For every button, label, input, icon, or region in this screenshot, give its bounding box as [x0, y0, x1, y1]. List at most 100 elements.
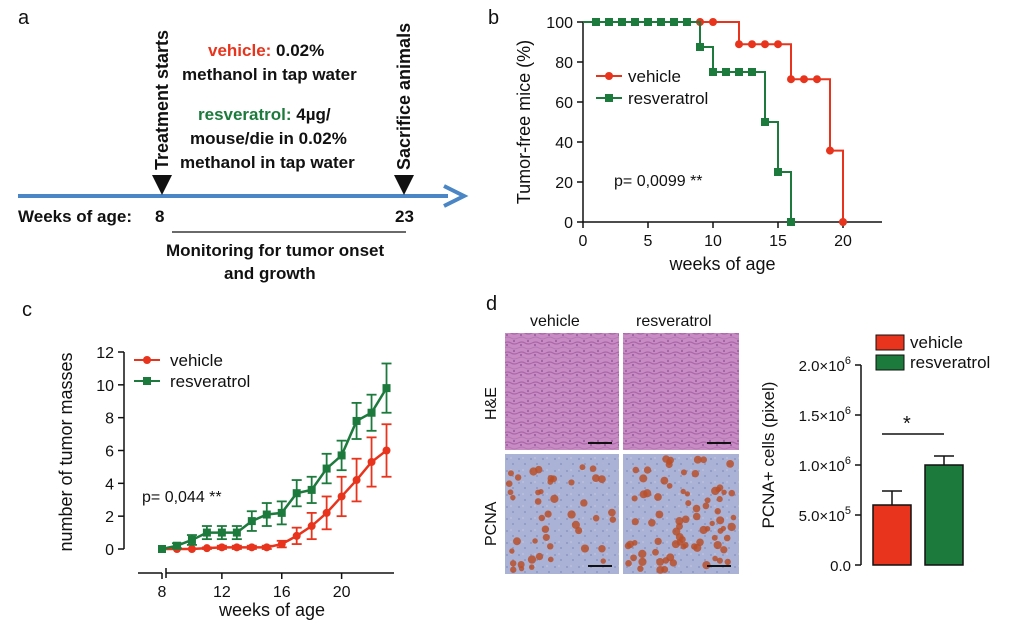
data-point: [644, 18, 652, 26]
pvalue-label-b: p= 0,0099 **: [614, 173, 703, 190]
legend-marker: [143, 377, 151, 385]
data-point: [322, 464, 331, 473]
data-point: [247, 543, 256, 552]
resveratrol-condition-line2: mouse/die in 0.02%: [190, 129, 347, 148]
stained-nucleus: [532, 538, 538, 544]
stained-nucleus: [517, 560, 525, 569]
stained-nucleus: [630, 554, 637, 562]
data-point: [277, 540, 286, 549]
data-point: [367, 457, 376, 466]
stained-nucleus: [716, 557, 723, 564]
stained-nucleus: [580, 544, 590, 553]
stained-nucleus: [507, 489, 514, 496]
data-point: [709, 68, 717, 76]
stained-nucleus: [538, 514, 546, 522]
stained-nucleus: [509, 548, 515, 554]
y-axis-label: PCNA+ cells (pixel): [759, 382, 778, 529]
stained-nucleus: [692, 504, 701, 513]
y-axis-label: number of tumor masses: [56, 352, 76, 551]
data-point: [683, 18, 691, 26]
y-tick-label: 2: [105, 509, 114, 526]
data-point: [618, 18, 626, 26]
stained-nucleus: [631, 495, 638, 502]
stained-nucleus: [717, 528, 724, 534]
data-point: [761, 118, 769, 126]
y-tick-label: 0.0: [830, 558, 851, 575]
legend-marker: [143, 356, 151, 364]
stained-nucleus: [643, 466, 652, 474]
legend-marker: [605, 94, 613, 102]
series-line-resveratrol: [583, 21, 792, 222]
stained-nucleus: [667, 456, 674, 464]
data-point: [292, 531, 301, 540]
stained-nucleus: [608, 508, 616, 517]
x-tick-label: 10: [704, 233, 722, 250]
x-axis-label: weeks of age: [218, 600, 325, 620]
significance-star: *: [903, 413, 911, 435]
stained-nucleus: [713, 540, 722, 550]
data-point: [748, 40, 756, 49]
panel-letter-a: a: [18, 7, 30, 29]
data-point: [722, 68, 730, 76]
column-label-vehicle: vehicle: [530, 313, 580, 330]
data-point: [787, 218, 795, 226]
data-point: [307, 485, 316, 494]
data-point: [247, 517, 256, 526]
legend-swatch: [875, 354, 905, 371]
data-point: [592, 18, 600, 26]
data-point: [277, 508, 286, 517]
stained-nucleus: [542, 533, 550, 541]
stained-nucleus: [544, 510, 552, 518]
y-tick-label: 1.5×106: [799, 405, 851, 425]
y-tick-label: 5.0×105: [799, 505, 851, 525]
stained-nucleus: [716, 496, 723, 503]
stained-nucleus: [652, 548, 659, 556]
stained-nucleus: [660, 476, 669, 485]
stained-nucleus: [678, 536, 686, 543]
stained-nucleus: [709, 520, 715, 527]
series-line-vehicle: [162, 449, 388, 551]
y-tick-label: 20: [555, 175, 573, 192]
stained-nucleus: [680, 488, 686, 495]
data-point: [158, 545, 166, 553]
stained-nucleus: [592, 514, 600, 522]
data-point: [187, 535, 196, 544]
stained-nucleus: [666, 553, 675, 562]
stained-nucleus: [527, 555, 537, 564]
stained-nucleus: [592, 474, 600, 482]
panel-letter-b: b: [488, 7, 499, 29]
panel-b-survival-chart: b p= 0,0099 ** 0 5 10 15 20 0 20 40 60 80 100 weeks…: [488, 7, 882, 274]
data-point: [631, 18, 639, 26]
stained-nucleus: [656, 558, 664, 566]
stained-nucleus: [609, 516, 617, 523]
stained-nucleus: [726, 459, 734, 468]
stained-nucleus: [638, 549, 647, 559]
stained-nucleus: [712, 555, 718, 562]
stained-nucleus: [648, 518, 656, 527]
stained-nucleus: [510, 494, 516, 501]
stained-nucleus: [711, 534, 718, 541]
stained-nucleus: [567, 510, 576, 519]
data-point: [735, 68, 743, 76]
data-point: [217, 543, 226, 552]
y-axis-label: Tumor-free mice (%): [514, 40, 534, 204]
stained-nucleus: [661, 566, 669, 573]
stained-nucleus: [693, 455, 702, 464]
stained-nucleus: [696, 538, 704, 547]
stained-nucleus: [589, 465, 597, 473]
stained-nucleus: [598, 545, 606, 553]
stained-nucleus: [579, 464, 586, 471]
weeks-of-age-label: Weeks of age:: [18, 207, 132, 226]
stained-nucleus: [505, 480, 513, 488]
column-label-resveratrol: resveratrol: [636, 313, 712, 330]
stained-nucleus: [681, 515, 690, 524]
stained-nucleus: [546, 543, 554, 550]
data-point: [337, 492, 346, 501]
y-tick-label: 2.0×106: [799, 355, 851, 375]
data-point: [262, 510, 271, 519]
legend-label: resveratrol: [910, 353, 990, 372]
stained-nucleus: [625, 559, 632, 567]
vehicle-condition-line2: methanol in tap water: [182, 65, 357, 84]
data-point: [352, 476, 361, 485]
